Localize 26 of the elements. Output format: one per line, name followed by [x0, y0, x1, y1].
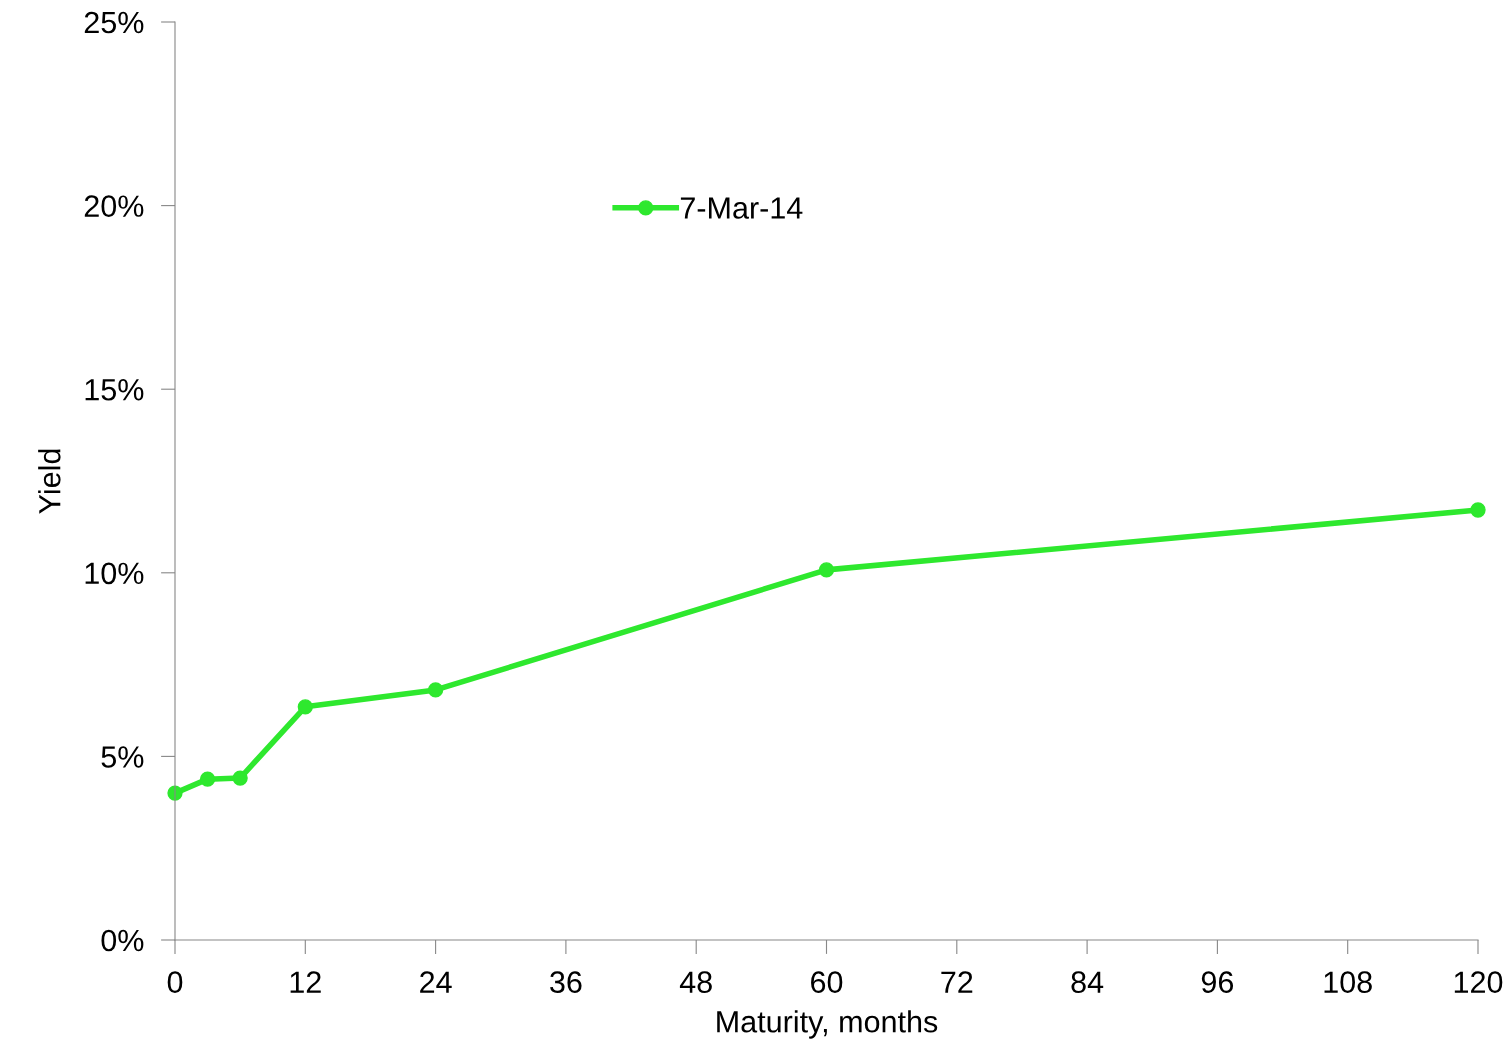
x-axis-title: Maturity, months: [717, 1010, 938, 1039]
x-tick-label: 60: [811, 971, 843, 993]
x-tick-label: 108: [1324, 971, 1372, 993]
y-tick-label: 0%: [101, 929, 144, 952]
x-tick-label: 24: [420, 971, 452, 993]
x-tick-label: 120: [1454, 971, 1503, 993]
point: [297, 699, 313, 715]
y-tick-label: 15%: [85, 379, 144, 401]
y-tick-label: 5%: [101, 746, 144, 768]
x-tick-label: 84: [1071, 971, 1104, 993]
point: [1470, 502, 1486, 518]
x-tick-label: 36: [550, 971, 582, 993]
x-tick-label: 48: [679, 971, 712, 993]
x-tick-label: 0: [167, 971, 183, 993]
x-tick-label: 96: [1201, 971, 1234, 993]
x-tick-label: 12: [290, 971, 321, 993]
point: [199, 771, 216, 787]
point: [232, 770, 248, 786]
point: [818, 562, 835, 578]
y-tick-label: 10%: [85, 562, 144, 585]
y-axis-title: Yield: [38, 449, 61, 514]
point: [427, 682, 444, 698]
y-tick-label: 25%: [84, 11, 144, 34]
y-tick-label: 20%: [84, 195, 144, 217]
legend-label: 7-Mar-14: [680, 197, 803, 219]
x-tick-label: 72: [941, 971, 973, 993]
